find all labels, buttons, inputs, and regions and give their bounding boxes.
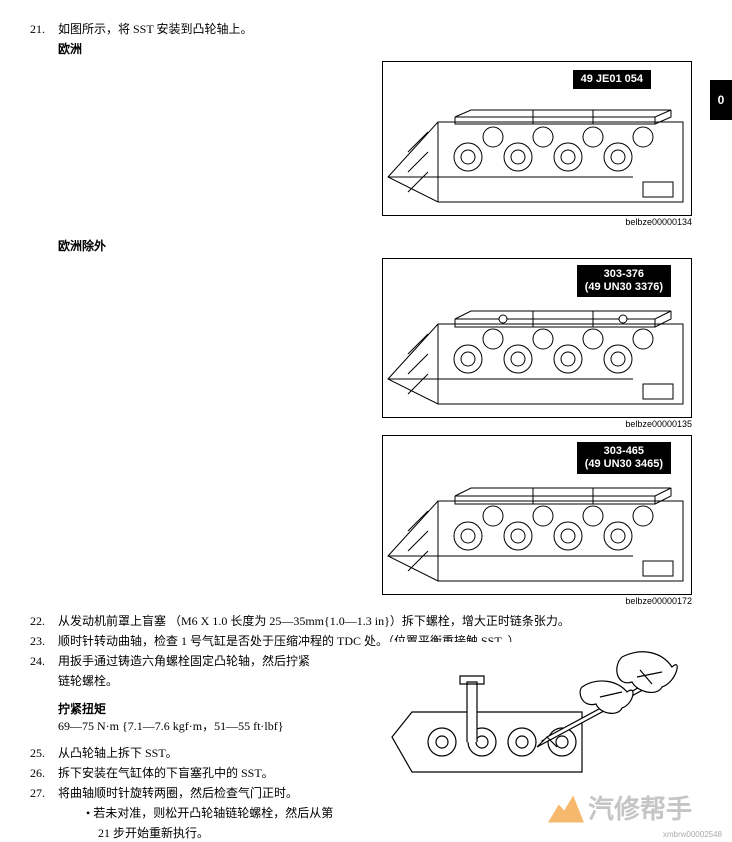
step-num: 21. [30,20,58,38]
figure-3-caption: belbze00000172 [382,596,692,606]
step-27-bullet-cont: 21 步开始重新执行。 [98,824,390,842]
region-label-europe: 欧洲 [58,40,702,57]
figure-1-block: 49 JE01 054 belbze00000134 [382,61,692,227]
step-22: 22.从发动机前罩上盲塞 （M6 X 1.0 长度为 25—35mm{1.0—1… [30,612,702,630]
region-label-except-europe: 欧洲除外 [58,237,702,254]
torque-value: 69—75 N·m {7.1—7.6 kgf·m，51—55 ft·lbf} [58,717,390,734]
watermark: 汽修帮手 [548,789,692,826]
step-num: 24. [30,652,58,670]
step-24-cont: 链轮螺栓。 [58,672,390,690]
step-num: 23. [30,632,58,650]
figure-2-caption: belbze00000135 [382,419,692,429]
figure-3-block: 303-465 (49 UN30 3465) belbze00000172 [382,435,692,606]
figure-1: 49 JE01 054 [382,61,692,216]
figure-1-caption: belbze00000134 [382,217,692,227]
step-27: 27.将曲轴顺时针旋转两圈，然后检查气门正时。 [30,784,390,802]
section-tab: 0 [710,80,732,120]
torque-spec: 拧紧扭矩 69—75 N·m {7.1—7.6 kgf·m，51—55 ft·l… [58,700,390,734]
step-26: 26.拆下安装在气缸体的下盲塞孔中的 SST。 [30,764,390,782]
figure-2-block: 303-376 (49 UN30 3376) belbze00000135 [382,258,692,429]
figure-3: 303-465 (49 UN30 3465) [382,435,692,595]
callout-line: (49 UN30 3465) [585,458,663,470]
page-id: xmbrw00002548 [663,830,722,839]
step-text: 从发动机前罩上盲塞 （M6 X 1.0 长度为 25—35mm{1.0—1.3 … [58,614,570,628]
step-24: 24.用扳手通过铸造六角螺栓固定凸轮轴，然后拧紧 [30,652,390,670]
bullet-text: 若未对准，则松开凸轮轴链轮螺栓，然后从第 [93,806,333,820]
step-num: 26. [30,764,58,782]
step-num: 22. [30,612,58,630]
step-25: 25.从凸轮轴上拆下 SST。 [30,744,390,762]
step-27-bullet: • 若未对准，则松开凸轮轴链轮螺栓，然后从第 [86,804,390,822]
figure-2: 303-376 (49 UN30 3376) [382,258,692,418]
step-text: 如图所示，将 SST 安装到凸轮轴上。 [58,22,252,36]
watermark-text: 汽修帮手 [588,789,692,826]
figure-3-callout: 303-465 (49 UN30 3465) [577,442,671,474]
step-num: 27. [30,784,58,802]
callout-line: (49 UN30 3376) [585,281,663,293]
step-text: 用扳手通过铸造六角螺栓固定凸轮轴，然后拧紧 [58,654,310,668]
figure-4-block [382,642,692,782]
step-num: 25. [30,744,58,762]
step-text: 从凸轮轴上拆下 SST。 [58,746,178,760]
watermark-icon [548,793,584,823]
figure-1-callout: 49 JE01 054 [573,70,651,89]
callout-line: 303-465 [604,445,644,457]
figure-4 [382,642,692,782]
step-text: 将曲轴顺时针旋转两圈，然后检查气门正时。 [58,786,298,800]
step-21: 21.如图所示，将 SST 安装到凸轮轴上。 [30,20,702,38]
callout-line: 303-376 [604,268,644,280]
figure-2-callout: 303-376 (49 UN30 3376) [577,265,671,297]
torque-label: 拧紧扭矩 [58,700,390,717]
step-text: 拆下安装在气缸体的下盲塞孔中的 SST。 [58,766,274,780]
